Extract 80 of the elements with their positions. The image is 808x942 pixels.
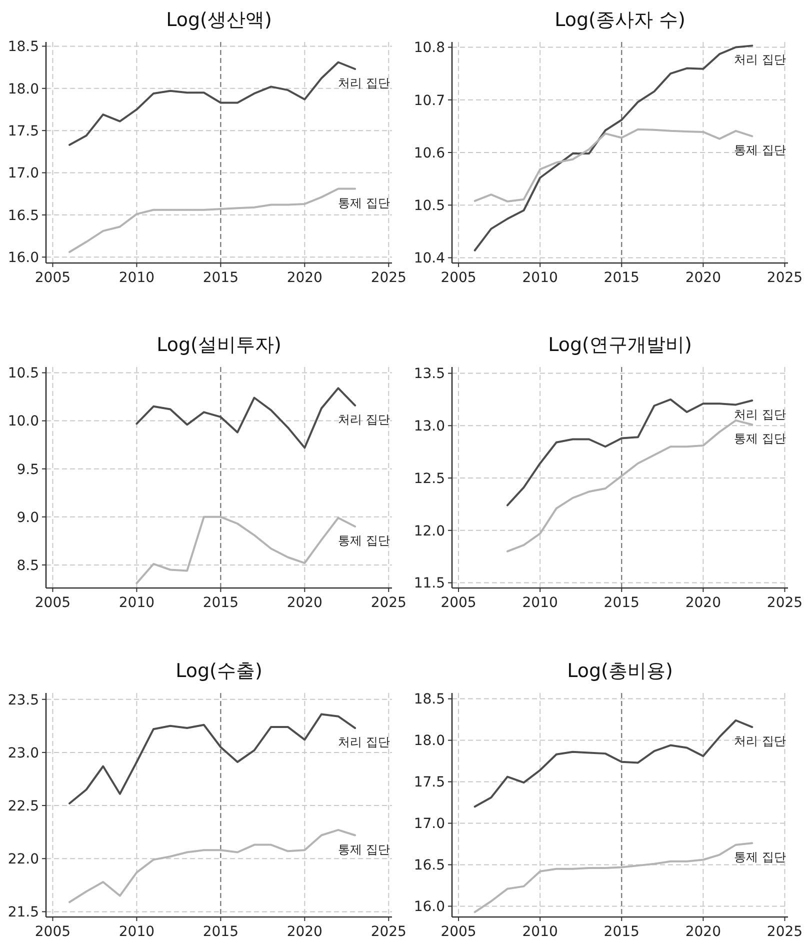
x-tick-label: 2010 [118, 595, 155, 611]
x-tick-label: 2015 [604, 270, 640, 286]
x-tick-label: 2015 [202, 924, 238, 940]
y-tick-label: 18.0 [414, 733, 445, 750]
y-tick-label: 16.0 [414, 899, 445, 916]
x-tick-label: 2020 [286, 270, 322, 286]
y-tick-label: 10.0 [8, 414, 39, 430]
x-tick-label: 2015 [604, 595, 640, 611]
y-tick-label: 18.5 [8, 39, 39, 56]
y-tick-label: 10.7 [414, 92, 445, 109]
chart-title: Log(연구개발비) [548, 334, 692, 356]
series-label: 통제 집단 [734, 432, 786, 446]
x-tick-label: 2020 [685, 924, 722, 940]
y-tick-label: 10.4 [414, 250, 446, 267]
y-tick-label: 13.5 [414, 366, 445, 382]
x-tick-label: 2015 [202, 270, 238, 286]
x-tick-label: 2010 [118, 924, 155, 940]
y-tick-label: 18.0 [8, 81, 39, 98]
y-tick-label: 9.5 [16, 462, 39, 478]
series-label: 통제 집단 [338, 196, 390, 210]
y-tick-label: 11.5 [414, 576, 445, 592]
series-label: 통제 집단 [734, 143, 786, 158]
y-tick-label: 22.0 [8, 852, 39, 868]
x-tick-label: 2025 [370, 924, 406, 940]
series-label: 처리 집단 [338, 412, 390, 426]
x-tick-label: 2005 [34, 270, 71, 286]
chart-title: Log(종사자 수) [554, 9, 686, 31]
x-tick-label: 2020 [685, 270, 722, 286]
x-tick-label: 2015 [202, 595, 238, 611]
y-tick-label: 13.0 [414, 418, 445, 435]
series-label: 통제 집단 [338, 534, 390, 548]
series-label: 처리 집단 [734, 408, 786, 422]
x-tick-label: 2010 [522, 924, 558, 940]
y-tick-label: 10.5 [8, 366, 39, 382]
y-tick-label: 12.5 [414, 470, 445, 487]
x-tick-label: 2005 [440, 924, 476, 940]
y-tick-label: 10.5 [414, 198, 445, 214]
x-tick-label: 2025 [766, 270, 803, 286]
x-tick-label: 2010 [118, 270, 155, 286]
series-label: 통제 집단 [338, 842, 390, 856]
x-tick-label: 2015 [604, 924, 640, 940]
chart-title: Log(생산액) [166, 9, 272, 31]
chart-title: Log(총비용) [567, 660, 673, 682]
y-tick-label: 16.5 [8, 208, 39, 224]
y-tick-label: 23.5 [8, 692, 39, 708]
series-label: 처리 집단 [734, 734, 786, 748]
y-tick-label: 17.0 [414, 816, 445, 832]
series-label: 통제 집단 [734, 850, 786, 864]
series-label: 처리 집단 [338, 735, 390, 750]
y-tick-label: 8.5 [16, 558, 39, 574]
x-tick-label: 2005 [440, 595, 476, 611]
y-tick-label: 12.0 [414, 523, 445, 540]
y-tick-label: 17.5 [414, 774, 445, 791]
y-tick-label: 23.0 [8, 745, 39, 762]
y-tick-label: 17.5 [8, 123, 39, 140]
y-tick-label: 9.0 [16, 510, 39, 526]
y-tick-label: 10.6 [414, 145, 446, 162]
y-tick-label: 16.0 [8, 250, 39, 266]
x-tick-label: 2025 [370, 595, 406, 611]
x-tick-label: 2005 [34, 924, 71, 940]
x-tick-label: 2020 [286, 924, 322, 940]
x-tick-label: 2010 [522, 595, 558, 611]
x-tick-label: 2025 [370, 270, 406, 286]
x-tick-label: 2010 [522, 270, 558, 286]
chart-title: Log(수출) [176, 660, 262, 682]
y-tick-label: 22.5 [8, 798, 39, 814]
y-tick-label: 16.5 [414, 858, 445, 874]
x-tick-label: 2020 [286, 595, 322, 611]
series-label: 처리 집단 [734, 52, 786, 67]
series-label: 처리 집단 [338, 76, 390, 90]
y-tick-label: 21.5 [8, 904, 39, 921]
x-tick-label: 2005 [34, 595, 71, 611]
chart-title: Log(설비투자) [156, 334, 282, 356]
y-tick-label: 10.8 [414, 40, 445, 56]
x-tick-label: 2025 [766, 924, 803, 940]
x-tick-label: 2020 [685, 595, 722, 611]
x-tick-label: 2005 [440, 270, 476, 286]
x-tick-label: 2025 [766, 595, 803, 611]
y-tick-label: 17.0 [8, 166, 39, 182]
y-tick-label: 18.5 [414, 692, 445, 708]
